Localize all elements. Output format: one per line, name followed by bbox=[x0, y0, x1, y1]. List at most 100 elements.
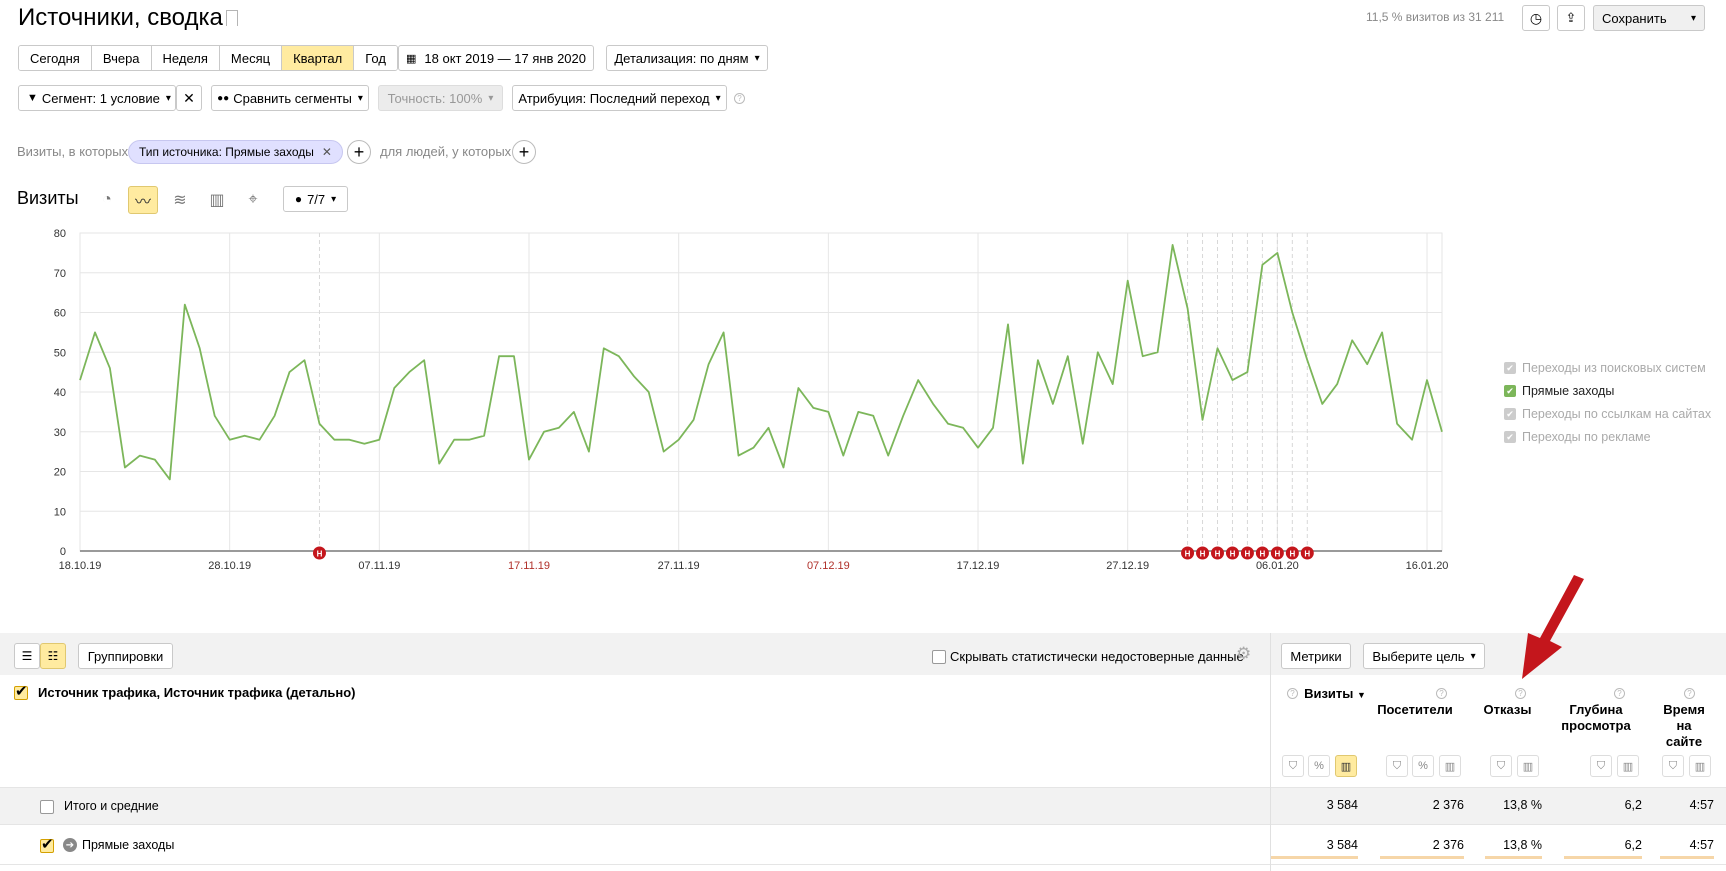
filter-icon[interactable]: ⛉ bbox=[1282, 755, 1304, 777]
column-header-bounces[interactable]: Отказы bbox=[1483, 702, 1532, 717]
row-depth: 6,2 bbox=[1624, 838, 1642, 852]
row-bounces: 13,8 % bbox=[1503, 838, 1542, 852]
area-chart-icon[interactable]: ≋ bbox=[173, 192, 187, 209]
table-row[interactable] bbox=[0, 825, 1726, 865]
legend-item[interactable]: ✔ Переходы по ссылкам на сайтах bbox=[1504, 407, 1711, 421]
row-checkbox[interactable] bbox=[40, 835, 54, 853]
bar-chart-icon[interactable]: ▥ bbox=[209, 192, 225, 209]
checkbox-icon: ✔ bbox=[1504, 362, 1516, 374]
total-depth: 6,2 bbox=[1624, 798, 1642, 812]
period-option[interactable]: Сегодня bbox=[19, 46, 92, 70]
annotation-marker bbox=[1181, 546, 1195, 560]
plus-icon: + bbox=[518, 141, 530, 162]
compare-icon: ●● bbox=[217, 92, 230, 104]
help-icon[interactable]: ? bbox=[1614, 688, 1625, 699]
filter-icon[interactable]: ⛉ bbox=[1386, 755, 1408, 777]
sort-desc-icon: ▼ bbox=[1357, 690, 1366, 700]
bar-chart-icon[interactable]: ▥ bbox=[1335, 755, 1357, 777]
goal-dropdown[interactable]: Выберите цель ▾ bbox=[1363, 643, 1485, 669]
row-visits: 3 584 bbox=[1326, 838, 1358, 852]
filter-icon[interactable]: ⛉ bbox=[1590, 755, 1612, 777]
compare-segments-dropdown[interactable]: ●● Сравнить сегменты ▾ bbox=[211, 85, 369, 111]
column-header-depth[interactable]: Глубина просмотра bbox=[1561, 702, 1631, 733]
metrics-button[interactable]: Метрики bbox=[1281, 643, 1351, 669]
row-visits-bar bbox=[1270, 856, 1358, 859]
groupings-label: Группировки bbox=[87, 648, 164, 664]
series-line-direct bbox=[79, 243, 1443, 481]
period-option[interactable]: Неделя bbox=[151, 46, 220, 70]
hide-unreliable-checkbox[interactable] bbox=[932, 650, 946, 664]
annotations-dropdown[interactable]: ● 7/7 ▾ bbox=[283, 186, 348, 212]
chevron-down-icon: ▾ bbox=[357, 92, 363, 104]
close-icon[interactable]: ✕ bbox=[321, 145, 332, 159]
segment-dropdown[interactable]: ▼ Сегмент: 1 условие ▾ bbox=[18, 85, 176, 111]
x-tick-label: 28.10.19 bbox=[208, 560, 251, 572]
tree-view-button[interactable]: ☷ bbox=[40, 643, 66, 669]
legend-item[interactable]: ✔ Прямые заходы bbox=[1504, 384, 1614, 398]
column-header-visits[interactable]: Визиты ▼ bbox=[1300, 686, 1370, 703]
chevron-down-icon: ▾ bbox=[1470, 650, 1476, 662]
detail-dropdown[interactable]: Детализация: по дням ▾ bbox=[606, 45, 768, 71]
annotation-marker-label: Н bbox=[1289, 550, 1295, 559]
accuracy-dropdown[interactable]: Точность: 100% ▾ bbox=[378, 85, 503, 111]
groupings-button[interactable]: Группировки bbox=[78, 643, 173, 669]
filter-icon[interactable]: ⛉ bbox=[1662, 755, 1684, 777]
page-title: Источники, сводка bbox=[18, 4, 223, 31]
filter-chip[interactable]: Тип источника: Прямые заходы ✕ bbox=[128, 140, 343, 164]
percent-icon[interactable]: % bbox=[1412, 755, 1434, 777]
annotation-marker bbox=[1255, 546, 1269, 560]
period-option[interactable]: Квартал bbox=[282, 46, 355, 70]
y-tick-label: 30 bbox=[54, 427, 66, 439]
annotations-label: 7/7 bbox=[307, 191, 326, 207]
checkbox-icon: ✔ bbox=[1504, 408, 1516, 420]
annotation-marker bbox=[1270, 546, 1284, 560]
bar-chart-icon[interactable]: ▥ bbox=[1517, 755, 1539, 777]
legend-item[interactable]: ✔ Переходы по рекламе bbox=[1504, 430, 1651, 444]
date-range-button[interactable]: ▦ 18 окт 2019 — 17 янв 2020 bbox=[398, 45, 594, 71]
export-button[interactable]: ⇪ bbox=[1557, 5, 1585, 31]
metrics-label: Метрики bbox=[1290, 648, 1342, 664]
y-tick-label: 60 bbox=[54, 308, 66, 320]
accuracy-label: Точность: 100% bbox=[387, 90, 483, 106]
gear-icon[interactable]: ⚙ bbox=[1236, 644, 1252, 663]
attribution-dropdown[interactable]: Атрибуция: Последний переход ▾ bbox=[512, 85, 727, 111]
bar-chart-icon[interactable]: ▥ bbox=[1617, 755, 1639, 777]
add-visit-condition-button[interactable]: + bbox=[347, 140, 371, 164]
dimension-checkbox[interactable] bbox=[14, 682, 28, 700]
annotation-marker-label: Н bbox=[1215, 550, 1221, 559]
period-option[interactable]: Год bbox=[354, 46, 397, 70]
filter-prefix: Визиты, в которых bbox=[17, 144, 129, 159]
help-icon[interactable]: ? bbox=[1436, 688, 1447, 699]
period-option[interactable]: Месяц bbox=[219, 46, 283, 70]
total-visits: 3 584 bbox=[1326, 798, 1358, 812]
map-pin-icon[interactable]: ⌖ bbox=[248, 191, 258, 208]
add-user-condition-button[interactable]: + bbox=[512, 140, 536, 164]
visits-share-text: 11,5 % визитов из 31 211 bbox=[1366, 10, 1505, 24]
bar-chart-icon[interactable]: ▥ bbox=[1689, 755, 1711, 777]
total-row-checkbox[interactable] bbox=[40, 800, 54, 814]
help-icon[interactable]: ? bbox=[1287, 688, 1298, 699]
column-header-visitors[interactable]: Посетители bbox=[1377, 702, 1453, 717]
row-label[interactable]: Прямые заходы bbox=[82, 838, 175, 852]
list-view-button[interactable]: ☰ bbox=[14, 643, 40, 669]
help-icon[interactable]: ? bbox=[1684, 688, 1695, 699]
bar-chart-icon[interactable]: ▥ bbox=[1439, 755, 1461, 777]
column-header-time[interactable]: Время на сайте bbox=[1663, 702, 1705, 749]
save-button[interactable]: Сохранить ▾ bbox=[1593, 5, 1705, 31]
compare-label: Сравнить сегменты bbox=[233, 90, 352, 106]
legend-item-label: Переходы по ссылкам на сайтах bbox=[1522, 407, 1712, 421]
help-icon[interactable]: ? bbox=[734, 93, 745, 104]
close-icon: ✕ bbox=[183, 89, 195, 106]
help-icon[interactable]: ? bbox=[1515, 688, 1526, 699]
percent-icon[interactable]: % bbox=[1308, 755, 1330, 777]
filter-icon[interactable]: ⛉ bbox=[1490, 755, 1512, 777]
line-chart-icon[interactable]: 〰 bbox=[128, 186, 158, 214]
period-option[interactable]: Вчера bbox=[91, 46, 152, 70]
chevron-down-icon: ▾ bbox=[488, 92, 494, 104]
funnel-icon: ▼ bbox=[27, 92, 38, 104]
clear-segment-button[interactable]: ✕ bbox=[176, 85, 202, 111]
legend-item[interactable]: ✔ Переходы из поисковых систем bbox=[1504, 361, 1706, 375]
pie-chart-icon[interactable]: ◔ bbox=[102, 191, 112, 208]
history-button[interactable]: ◷ bbox=[1522, 5, 1550, 31]
bookmark-icon[interactable] bbox=[226, 10, 238, 26]
